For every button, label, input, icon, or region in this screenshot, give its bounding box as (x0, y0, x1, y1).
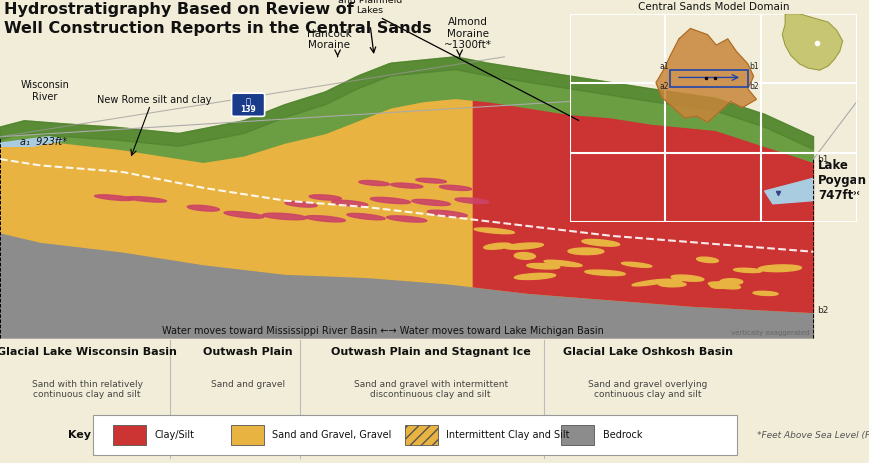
Polygon shape (0, 99, 813, 313)
Ellipse shape (415, 178, 446, 183)
Text: vertically exaggerated: vertically exaggerated (730, 330, 808, 336)
Ellipse shape (305, 216, 345, 222)
Ellipse shape (126, 197, 166, 202)
Ellipse shape (620, 262, 651, 267)
Ellipse shape (474, 228, 514, 234)
FancyBboxPatch shape (231, 93, 264, 116)
Ellipse shape (696, 257, 718, 263)
Polygon shape (764, 178, 813, 204)
Ellipse shape (758, 265, 800, 272)
Bar (113, 425, 146, 445)
Ellipse shape (308, 195, 342, 200)
Ellipse shape (720, 279, 742, 285)
Text: Sand and Gravel, Gravel: Sand and Gravel, Gravel (272, 430, 391, 440)
Ellipse shape (670, 275, 703, 281)
Ellipse shape (581, 239, 619, 246)
Text: 139: 139 (240, 105, 255, 114)
Ellipse shape (262, 213, 307, 220)
Ellipse shape (439, 185, 471, 190)
Ellipse shape (658, 282, 685, 287)
Polygon shape (473, 100, 813, 313)
Text: Outwash Plain: Outwash Plain (202, 347, 293, 357)
Ellipse shape (753, 291, 777, 295)
Ellipse shape (331, 200, 368, 206)
Ellipse shape (386, 216, 427, 222)
Ellipse shape (733, 268, 761, 273)
Polygon shape (0, 57, 813, 150)
Text: Outwash Plain and Stagnant Ice: Outwash Plain and Stagnant Ice (330, 347, 530, 357)
Text: Hancock
Moraine: Hancock Moraine (307, 29, 351, 50)
Text: a₁  923ft*: a₁ 923ft* (20, 137, 67, 147)
FancyBboxPatch shape (93, 415, 736, 455)
Text: Approximate
location of Long
and Plainfield
Lakes: Approximate location of Long and Plainfi… (332, 0, 408, 15)
Ellipse shape (527, 263, 559, 269)
Text: Almond
Moraine
~1300ft*: Almond Moraine ~1300ft* (443, 17, 491, 50)
Text: Key: Key (69, 430, 91, 440)
Ellipse shape (285, 201, 316, 207)
Text: Lake
Poygan
747ft*: Lake Poygan 747ft* (817, 159, 866, 202)
Text: a2: a2 (659, 82, 668, 91)
Ellipse shape (584, 270, 625, 275)
Text: Ⓘ: Ⓘ (245, 98, 250, 106)
Text: Bedrock: Bedrock (602, 430, 641, 440)
Ellipse shape (370, 197, 410, 204)
Text: Intermittent Clay and Silt: Intermittent Clay and Silt (446, 430, 569, 440)
Ellipse shape (514, 273, 555, 280)
Ellipse shape (224, 212, 263, 218)
Text: Glacial Lake Wisconsin Basin: Glacial Lake Wisconsin Basin (0, 347, 176, 357)
Text: b2: b2 (816, 306, 827, 315)
Bar (670, 70, 747, 87)
Text: Sand and gravel with intermittent
discontinuous clay and silt: Sand and gravel with intermittent discon… (353, 380, 507, 399)
Ellipse shape (347, 213, 385, 220)
Ellipse shape (504, 243, 543, 249)
Text: Sand and gravel: Sand and gravel (210, 380, 285, 388)
Text: New Rome silt and clay: New Rome silt and clay (97, 95, 211, 105)
Text: Glacial Lake Oshkosh Basin: Glacial Lake Oshkosh Basin (562, 347, 733, 357)
Ellipse shape (454, 198, 488, 204)
Polygon shape (655, 28, 756, 122)
Ellipse shape (567, 248, 603, 255)
Polygon shape (0, 137, 65, 146)
Text: Water moves toward Mississippi River Basin ←→ Water moves toward Lake Michigan B: Water moves toward Mississippi River Bas… (162, 325, 603, 336)
Text: b1: b1 (748, 62, 758, 71)
Bar (230, 425, 263, 445)
Ellipse shape (514, 252, 534, 259)
Text: *Feet Above Sea Level (FASL): *Feet Above Sea Level (FASL) (756, 431, 869, 440)
Text: Sand with thin relatively
continuous clay and silt: Sand with thin relatively continuous cla… (31, 380, 143, 399)
Title: Central Sands Model Domain: Central Sands Model Domain (637, 2, 788, 12)
Text: a1: a1 (659, 62, 668, 71)
Text: Hydrostratigraphy Based on Review of
Well Construction Reports in the Central Sa: Hydrostratigraphy Based on Review of Wel… (4, 2, 432, 36)
Ellipse shape (707, 282, 740, 289)
Text: b1: b1 (816, 155, 827, 163)
Ellipse shape (359, 181, 389, 186)
Text: Wisconsin
River: Wisconsin River (20, 80, 70, 101)
Polygon shape (781, 14, 842, 70)
Ellipse shape (390, 183, 422, 188)
Ellipse shape (709, 282, 730, 288)
Ellipse shape (427, 210, 467, 217)
Text: Sand and gravel overlying
continuous clay and silt: Sand and gravel overlying continuous cla… (587, 380, 707, 399)
Ellipse shape (95, 195, 133, 200)
Bar (561, 425, 594, 445)
Text: b2: b2 (748, 82, 758, 91)
Polygon shape (0, 57, 813, 162)
Polygon shape (0, 232, 813, 338)
Ellipse shape (483, 243, 511, 249)
Bar (404, 425, 437, 445)
Ellipse shape (187, 205, 219, 211)
Ellipse shape (660, 279, 681, 287)
Text: Clay/Silt: Clay/Silt (155, 430, 195, 440)
Ellipse shape (632, 279, 670, 286)
Ellipse shape (543, 260, 581, 267)
Ellipse shape (411, 200, 450, 206)
